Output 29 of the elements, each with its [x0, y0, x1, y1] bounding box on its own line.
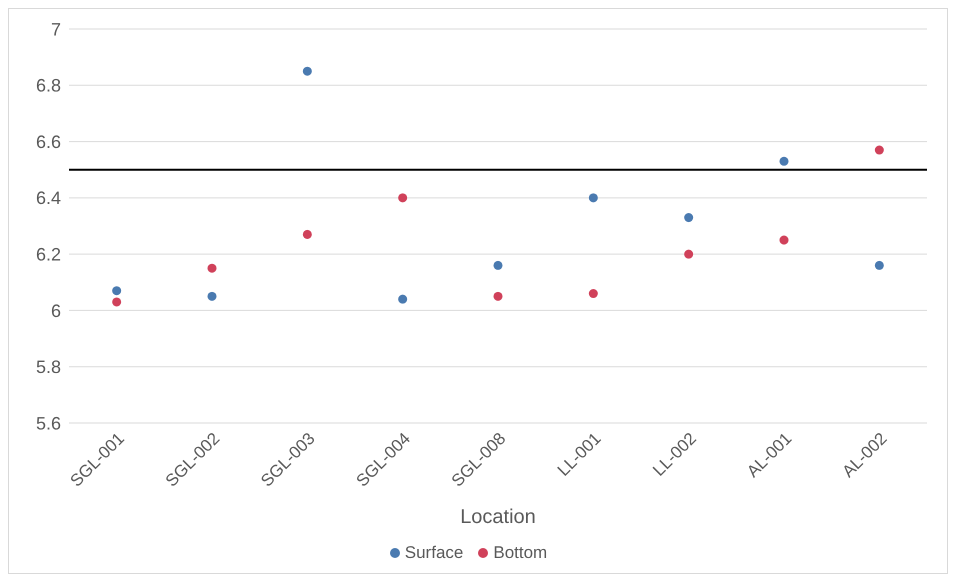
point — [493, 260, 503, 270]
y-tick-label: 6 — [50, 300, 61, 321]
legend-label: Surface — [404, 543, 464, 563]
legend-label: Bottom — [492, 543, 548, 563]
point — [207, 292, 217, 301]
point — [398, 193, 408, 202]
point — [493, 292, 503, 301]
y-tick-label: 6.8 — [36, 76, 61, 96]
point — [302, 66, 312, 76]
y-tick-label: 6.6 — [36, 132, 61, 152]
y-tick-label: 5.8 — [36, 357, 61, 378]
point — [779, 236, 789, 245]
y-tick-label: 5.6 — [36, 413, 61, 434]
point — [398, 294, 408, 304]
y-tick-label: 6.4 — [36, 188, 61, 208]
point — [684, 213, 694, 222]
point — [779, 156, 789, 166]
point — [207, 264, 217, 273]
y-tick-label: 6.2 — [36, 244, 61, 265]
point — [874, 260, 884, 270]
point — [112, 297, 122, 306]
point — [588, 193, 598, 202]
point — [684, 250, 694, 259]
x-axis-title: Location — [460, 506, 536, 528]
point — [112, 286, 122, 296]
point — [588, 289, 598, 298]
point — [874, 146, 884, 155]
point — [302, 230, 312, 239]
y-tick-label: 7 — [50, 19, 61, 40]
